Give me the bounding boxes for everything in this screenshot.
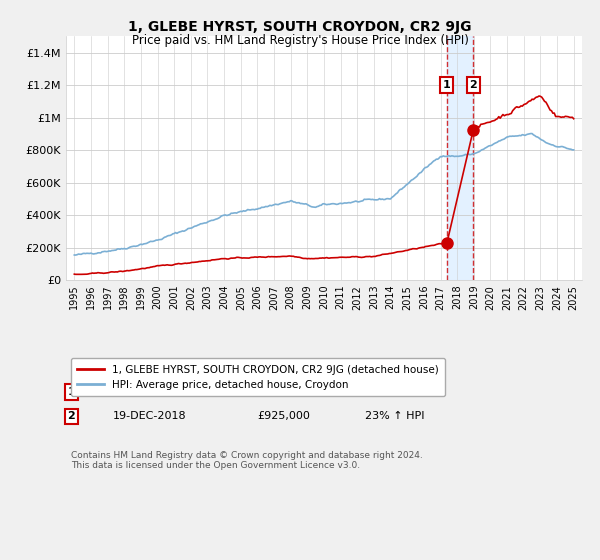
Text: Price paid vs. HM Land Registry's House Price Index (HPI): Price paid vs. HM Land Registry's House … [131,34,469,46]
Text: 19-DEC-2018: 19-DEC-2018 [112,412,186,422]
Legend: 1, GLEBE HYRST, SOUTH CROYDON, CR2 9JG (detached house), HPI: Average price, det: 1, GLEBE HYRST, SOUTH CROYDON, CR2 9JG (… [71,358,445,396]
Text: 1, GLEBE HYRST, SOUTH CROYDON, CR2 9JG: 1, GLEBE HYRST, SOUTH CROYDON, CR2 9JG [128,20,472,34]
Text: 19-MAY-2017: 19-MAY-2017 [112,387,185,397]
Text: 2: 2 [469,80,477,90]
Text: Contains HM Land Registry data © Crown copyright and database right 2024.
This d: Contains HM Land Registry data © Crown c… [71,450,423,470]
Text: 1: 1 [443,80,451,90]
Bar [447,36,473,280]
Text: £226,271: £226,271 [257,387,310,397]
Text: £925,000: £925,000 [257,412,310,422]
Text: 1: 1 [67,387,75,397]
Text: 2: 2 [67,412,75,422]
Text: 70% ↓ HPI: 70% ↓ HPI [365,387,425,397]
Text: 23% ↑ HPI: 23% ↑ HPI [365,412,425,422]
